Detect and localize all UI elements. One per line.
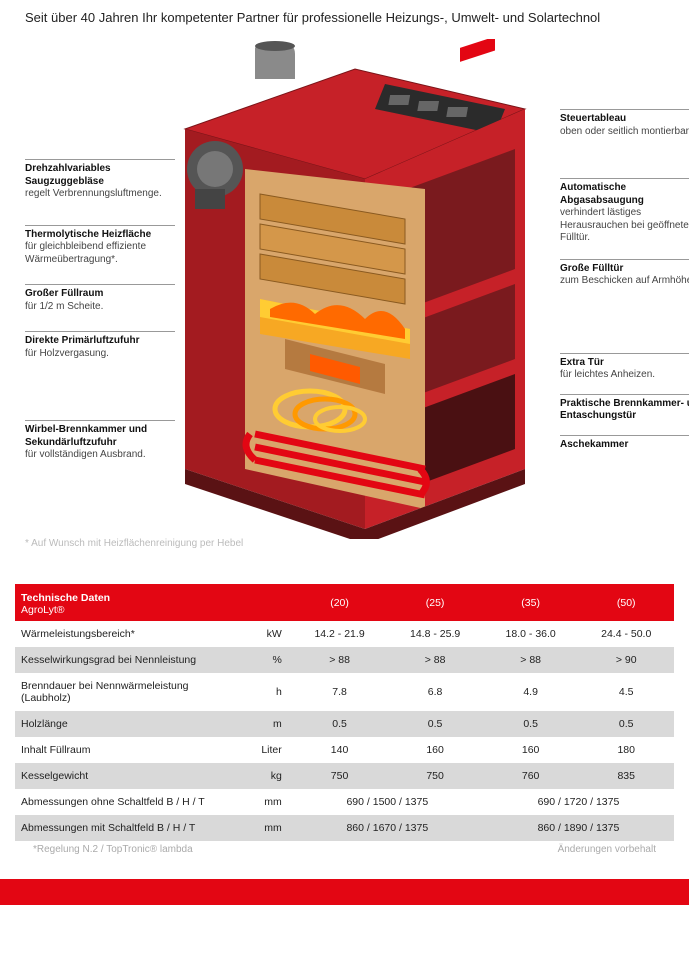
row-label: Abmessungen ohne Schaltfeld B / H / T [15, 789, 239, 815]
row-label: Holzlänge [15, 711, 239, 737]
diagram-footnote: * Auf Wunsch mit Heizflächenreinigung pe… [25, 538, 243, 549]
row-val: 690 / 1500 / 1375 [292, 789, 483, 815]
row-val: 4.9 [483, 673, 579, 711]
model-col: (25) [387, 584, 483, 621]
row-label: Inhalt Füllraum [15, 737, 239, 763]
row-val: 760 [483, 763, 579, 789]
row-unit: mm [239, 815, 292, 841]
row-val: > 88 [387, 647, 483, 673]
row-val: 0.5 [578, 711, 674, 737]
row-val: 0.5 [387, 711, 483, 737]
callout-fan: Drehzahlvariables Saugzuggebläseregelt V… [25, 159, 175, 201]
callout-filldoor: Große Fülltürzum Beschicken auf Armhöhe. [560, 259, 689, 288]
row-val: 160 [387, 737, 483, 763]
page: Seit über 40 Jahren Ihr kompetenter Part… [0, 0, 689, 905]
row-val: 14.8 - 25.9 [387, 621, 483, 647]
table-title: Technische Daten AgroLyt® [15, 584, 292, 621]
model-col: (35) [483, 584, 579, 621]
diagram-section: Drehzahlvariables Saugzuggebläseregelt V… [0, 29, 689, 559]
footer-red-bar [0, 879, 689, 905]
row-val: 7.8 [292, 673, 388, 711]
callout-fillchamber: Großer Füllraumfür 1/2 m Scheite. [25, 284, 175, 313]
row-label: Kesselgewicht [15, 763, 239, 789]
row-val: 140 [292, 737, 388, 763]
callout-ashchamber: Aschekammer [560, 435, 689, 452]
row-unit: m [239, 711, 292, 737]
callout-controlpanel: Steuertableauoben oder seitlich montierb… [560, 109, 689, 138]
row-val: 690 / 1720 / 1375 [483, 789, 674, 815]
table-row: Inhalt FüllraumLiter140160160180 [15, 737, 674, 763]
model-col: (50) [578, 584, 674, 621]
callout-extradoor: Extra Türfür leichtes Anheizen. [560, 353, 689, 382]
row-val: 4.5 [578, 673, 674, 711]
row-val: 860 / 1670 / 1375 [292, 815, 483, 841]
boiler-cutaway-illustration [155, 39, 545, 539]
row-val: 18.0 - 36.0 [483, 621, 579, 647]
tech-table-wrap: Technische Daten AgroLyt® (20) (25) (35)… [0, 559, 689, 875]
row-label: Abmessungen mit Schaltfeld B / H / T [15, 815, 239, 841]
row-label: Wärmeleistungsbereich* [15, 621, 239, 647]
row-unit: h [239, 673, 292, 711]
row-unit: % [239, 647, 292, 673]
row-val: 6.8 [387, 673, 483, 711]
model-col: (20) [292, 584, 388, 621]
row-val: > 88 [292, 647, 388, 673]
callout-heatsurface: Thermolytische Heizflächefür gleichbleib… [25, 225, 175, 267]
row-label: Brenndauer bei Nennwärmeleistung (Laubho… [15, 673, 239, 711]
table-row: Abmessungen mit Schaltfeld B / H / Tmm86… [15, 815, 674, 841]
row-label: Kesselwirkungsgrad bei Nennleistung [15, 647, 239, 673]
row-val: 750 [292, 763, 388, 789]
callout-primaryair: Direkte Primärluftzufuhrfür Holzvergasun… [25, 331, 175, 360]
callout-fluegas: Automatische Abgasabsaugungverhindert lä… [560, 178, 689, 245]
table-row: Kesselgewichtkg750750760835 [15, 763, 674, 789]
tech-table: Technische Daten AgroLyt® (20) (25) (35)… [15, 584, 674, 841]
row-val: > 90 [578, 647, 674, 673]
table-row: Brenndauer bei Nennwärmeleistung (Laubho… [15, 673, 674, 711]
callout-ashdoor: Praktische Brennkammer- und Entaschungst… [560, 394, 689, 423]
table-header-row: Technische Daten AgroLyt® (20) (25) (35)… [15, 584, 674, 621]
footnote-right: Änderungen vorbehalt [558, 844, 656, 855]
row-val: 14.2 - 21.9 [292, 621, 388, 647]
row-val: 860 / 1890 / 1375 [483, 815, 674, 841]
table-row: Wärmeleistungsbereich*kW14.2 - 21.914.8 … [15, 621, 674, 647]
row-unit: kg [239, 763, 292, 789]
table-footnotes: *Regelung N.2 / TopTronic® lambda Änderu… [15, 841, 674, 865]
row-unit: kW [239, 621, 292, 647]
footnote-left: *Regelung N.2 / TopTronic® lambda [33, 844, 193, 855]
row-val: 180 [578, 737, 674, 763]
callouts-left: Drehzahlvariables Saugzuggebläseregelt V… [25, 159, 175, 476]
row-val: 24.4 - 50.0 [578, 621, 674, 647]
subtitle: Seit über 40 Jahren Ihr kompetenter Part… [0, 0, 689, 29]
table-row: Kesselwirkungsgrad bei Nennleistung%> 88… [15, 647, 674, 673]
row-unit: Liter [239, 737, 292, 763]
callout-swirl: Wirbel-Brennkammer und Sekundärluftzufuh… [25, 420, 175, 462]
callouts-right: Steuertableauoben oder seitlich montierb… [560, 109, 689, 465]
row-val: 0.5 [483, 711, 579, 737]
row-unit: mm [239, 789, 292, 815]
table-row: Abmessungen ohne Schaltfeld B / H / Tmm6… [15, 789, 674, 815]
row-val: 750 [387, 763, 483, 789]
row-val: > 88 [483, 647, 579, 673]
row-val: 0.5 [292, 711, 388, 737]
table-row: Holzlängem0.50.50.50.5 [15, 711, 674, 737]
row-val: 160 [483, 737, 579, 763]
row-val: 835 [578, 763, 674, 789]
